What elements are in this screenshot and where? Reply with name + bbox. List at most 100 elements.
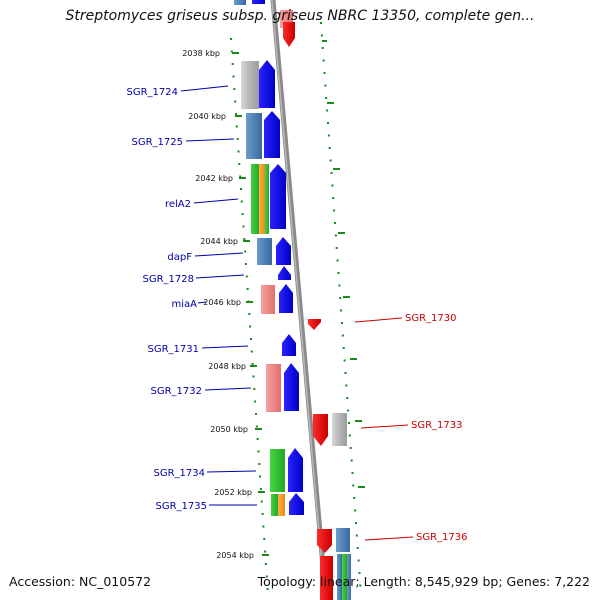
- gene-label-miaA[interactable]: miaA: [172, 299, 198, 310]
- gene-SGR_1732[interactable]: [266, 363, 299, 412]
- scale-dots: [230, 22, 362, 590]
- scale-dot: [324, 84, 327, 87]
- gene-label-SGR_1734[interactable]: SGR_1734: [154, 468, 206, 479]
- cog-box: [270, 449, 285, 492]
- gene-label-SGR_1733[interactable]: SGR_1733: [411, 420, 463, 431]
- scale-dot: [348, 434, 351, 437]
- gene-SGR_1734[interactable]: [270, 448, 303, 492]
- right-gene-labels: SGR_1730 SGR_1733 SGR_1736: [405, 313, 468, 543]
- forward-cds-arrow: [289, 493, 304, 515]
- forward-cds-arrow: [288, 448, 303, 492]
- scale-dot: [359, 584, 362, 587]
- gene-SGR_1724[interactable]: [241, 60, 275, 109]
- cog-box: [278, 494, 285, 516]
- gene-dapF[interactable]: [257, 237, 291, 265]
- gene-relA2[interactable]: [251, 164, 286, 234]
- gene-label-SGR_1724[interactable]: SGR_1724: [127, 87, 179, 98]
- scale-dot: [355, 522, 357, 524]
- kbp-label: 2050 kbp: [210, 425, 248, 434]
- scale-dot: [352, 484, 355, 487]
- gene-label-SGR_1728[interactable]: SGR_1728: [143, 274, 195, 285]
- gene-SGR_1730[interactable]: [308, 319, 321, 330]
- scale-dot: [260, 500, 263, 503]
- scale-dot: [243, 238, 246, 240]
- scale-dot: [233, 88, 236, 90]
- kbp-tick-2038: 2038 kbp: [182, 49, 239, 58]
- scale-dot: [336, 259, 339, 262]
- scale-dot: [230, 38, 232, 40]
- kbp-tick-2050: 2050 kbp: [210, 425, 262, 434]
- scale-dot: [331, 184, 334, 187]
- reverse-cds-arrow: [283, 22, 295, 47]
- gene-SGR_1728[interactable]: [278, 266, 291, 280]
- scale-dot: [250, 350, 253, 353]
- kbp-tick-2044: 2044 kbp: [200, 237, 250, 246]
- scale-dot: [239, 175, 242, 178]
- scale-dot: [334, 234, 337, 237]
- cog-box: [332, 413, 347, 446]
- gene-SGR_1736[interactable]: [317, 528, 351, 600]
- scale-dot: [322, 59, 325, 62]
- scale-dot: [327, 134, 330, 137]
- scale-dot: [342, 347, 345, 349]
- scale-dot: [347, 409, 350, 412]
- cog-box: [257, 238, 272, 265]
- gene-SGR_1725[interactable]: [246, 111, 280, 159]
- gene-miaA[interactable]: [261, 284, 293, 314]
- cog-box: [265, 164, 269, 234]
- gene-SGR_1731[interactable]: [282, 334, 296, 356]
- cog-box: [246, 113, 262, 159]
- scale-dot: [337, 272, 340, 274]
- scale-dot: [349, 447, 352, 449]
- scale-dot: [237, 150, 240, 153]
- gene-label-SGR_1731[interactable]: SGR_1731: [148, 344, 200, 355]
- cog-box: [271, 494, 278, 516]
- kbp-label: 2042 kbp: [195, 174, 233, 183]
- cog-box: [336, 528, 350, 552]
- scale-dot: [244, 250, 247, 253]
- scale-dot: [248, 313, 251, 315]
- scale-dot: [262, 525, 265, 528]
- genome-summary-text: Topology: linear; Length: 8,545,929 bp; …: [257, 574, 590, 589]
- scale-dot: [339, 297, 342, 299]
- left-leader-lines: [180, 85, 257, 506]
- reverse-cds-arrow: [313, 414, 328, 446]
- cog-box: [241, 61, 259, 109]
- scale-dot: [335, 247, 338, 249]
- scale-dot: [240, 188, 242, 190]
- scale-dot: [245, 263, 247, 265]
- scale-dot: [320, 22, 322, 24]
- scale-dot: [323, 72, 326, 74]
- scale-dot: [245, 275, 248, 278]
- scale-dot: [249, 325, 252, 328]
- scale-dot: [264, 563, 267, 565]
- scale-dot: [246, 288, 249, 290]
- page-title: Streptomyces griseus subsp. griseus NBRC…: [65, 8, 535, 24]
- gene-label-SGR_1736[interactable]: SGR_1736: [416, 532, 468, 543]
- scale-dot: [232, 75, 235, 78]
- scale-dot: [259, 475, 262, 478]
- gene-label-SGR_1730[interactable]: SGR_1730: [405, 313, 457, 324]
- scale-dot: [355, 534, 358, 537]
- left-gene-labels: SGR_1724 SGR_1725 relA2 dapF SGR_1728 mi…: [127, 87, 208, 512]
- scale-dot: [258, 463, 261, 465]
- scale-dot: [327, 122, 329, 124]
- scale-dot: [354, 509, 357, 512]
- gene-SGR_1733[interactable]: [313, 413, 347, 446]
- reverse-cds-arrow: [308, 319, 321, 330]
- feature-top-partial: [234, 0, 295, 47]
- gene-label-dapF[interactable]: dapF: [167, 252, 192, 263]
- scale-dot: [344, 372, 347, 374]
- scale-dot: [332, 197, 335, 199]
- gene-SGR_1735[interactable]: [271, 493, 304, 516]
- gene-label-SGR_1732[interactable]: SGR_1732: [151, 386, 203, 397]
- scale-dot: [356, 547, 359, 549]
- gene-label-SGR_1735[interactable]: SGR_1735: [156, 501, 208, 512]
- scale-dot: [256, 438, 259, 440]
- scale-dot: [236, 138, 239, 140]
- scale-dot: [353, 497, 356, 499]
- gene-label-SGR_1725[interactable]: SGR_1725: [132, 137, 184, 148]
- cog-box: [266, 364, 281, 412]
- gene-label-relA2[interactable]: relA2: [165, 199, 191, 210]
- scale-dot: [320, 34, 323, 37]
